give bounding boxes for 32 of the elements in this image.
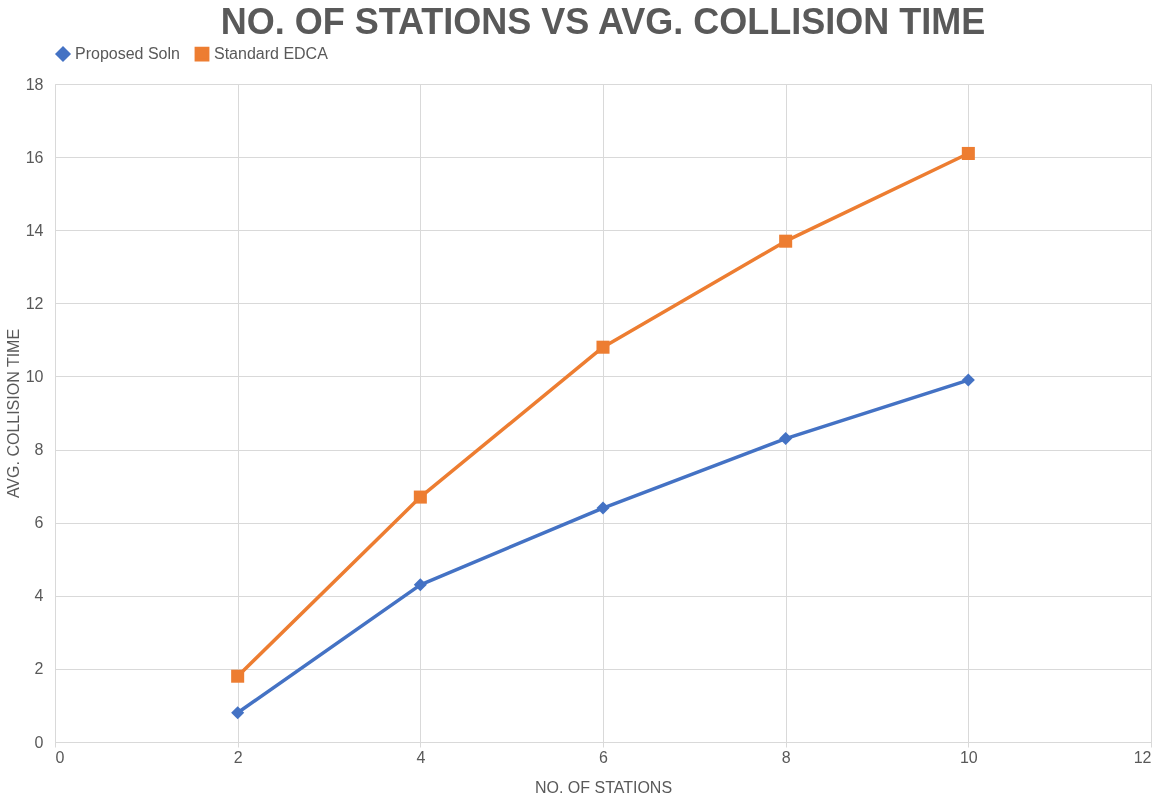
y-tick-label: 2	[34, 660, 44, 678]
legend-label: Proposed Soln	[75, 45, 180, 63]
point	[596, 501, 610, 515]
point	[779, 432, 793, 446]
y-tick-label: 18	[25, 75, 44, 93]
point	[961, 373, 975, 387]
y-tick-label: 12	[25, 294, 44, 312]
point	[596, 340, 610, 354]
y-tick-label: 0	[34, 733, 44, 751]
x-tick-label: 2	[233, 748, 243, 766]
legend-label: Standard EDCA	[214, 45, 329, 63]
y-tick-label: 14	[25, 221, 44, 239]
point	[231, 669, 245, 683]
x-axis-title: NO. OF STATIONS	[534, 778, 673, 796]
y-tick-label: 8	[34, 441, 44, 459]
y-tick-label: 16	[25, 148, 44, 166]
x-tick-label: 0	[55, 748, 65, 766]
x-tick-label: 10	[959, 748, 978, 766]
point	[413, 578, 427, 592]
point	[961, 146, 975, 160]
point	[231, 706, 245, 720]
y-axis-title: AVG. COLLISION TIME	[4, 328, 22, 499]
x-tick-label: 4	[416, 748, 426, 766]
y-tick-label: 10	[25, 367, 44, 385]
y-tick-label: 4	[34, 587, 44, 605]
x-tick-label: 8	[781, 748, 791, 766]
point	[413, 490, 427, 504]
y-tick-label: 6	[34, 514, 44, 532]
x-tick-label: 6	[599, 748, 609, 766]
x-tick-label: 12	[1133, 748, 1152, 766]
chart-title: NO. OF STATIONS VS AVG. COLLISION TIME	[220, 1, 986, 42]
point	[779, 234, 793, 248]
